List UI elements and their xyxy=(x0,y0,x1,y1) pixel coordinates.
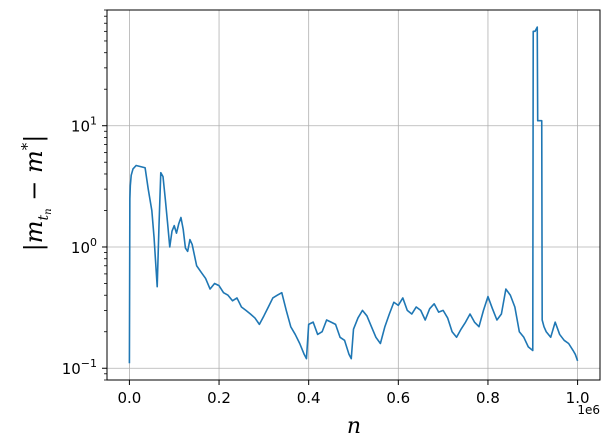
x-tick-label: 0.4 xyxy=(297,389,321,407)
tick-marks xyxy=(102,9,579,385)
x-axis-offset-label: 1e6 xyxy=(577,403,600,417)
x-tick-label: 0.2 xyxy=(207,389,231,407)
y-tick-label: 10−1 xyxy=(62,357,97,378)
series-line-0 xyxy=(128,26,579,364)
svg-text:|mtn − m*|: |mtn − m*| xyxy=(18,135,54,252)
y-tick-label: 101 xyxy=(71,115,97,136)
x-tick-label: 0.8 xyxy=(476,389,500,407)
x-tick-label: 0.0 xyxy=(117,389,141,407)
plot-frame xyxy=(106,9,601,381)
x-axis-label: n xyxy=(347,414,361,439)
y-axis-label: |mtn − m*| xyxy=(18,135,54,252)
y-tick-label: 100 xyxy=(71,236,97,257)
series-layer xyxy=(128,26,579,364)
x-tick-label: 0.6 xyxy=(386,389,410,407)
x-tick-label: 1.0 xyxy=(566,389,590,407)
grid-lines xyxy=(107,10,600,380)
tick-labels: 0.0 0.2 0.4 0.6 0.8 1.0 10−1 100 101 xyxy=(62,115,590,407)
